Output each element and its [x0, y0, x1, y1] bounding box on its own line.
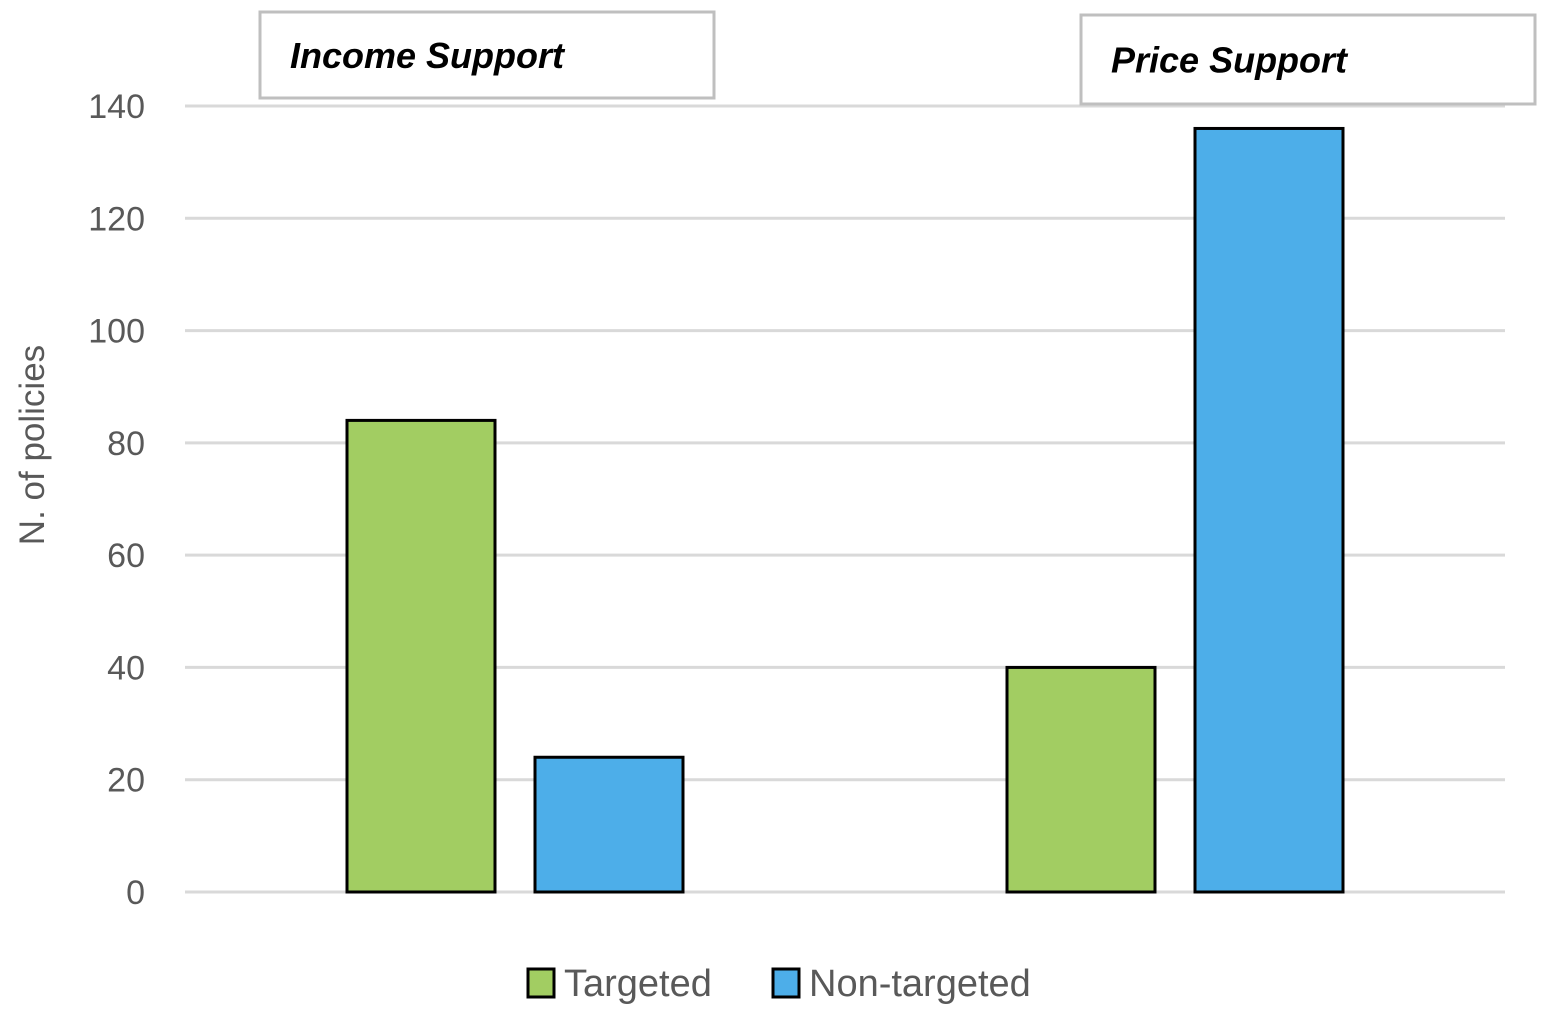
- y-axis-tick-labels: 0 20 40 60 80 100 120 140: [88, 88, 145, 912]
- legend-label-targeted: Targeted: [564, 963, 712, 1005]
- y-axis-label: N. of policies: [13, 345, 52, 545]
- legend-swatch-non-targeted: [771, 967, 801, 999]
- y-tick-label: 20: [107, 762, 145, 800]
- y-tick-label: 80: [107, 425, 145, 463]
- y-tick-label: 100: [88, 313, 145, 351]
- bar-income-support-targeted: [345, 418, 497, 894]
- bar-income-support-non-targeted: [533, 755, 685, 894]
- y-tick-label: 140: [88, 88, 145, 126]
- bar-price-support-targeted: [1005, 665, 1157, 894]
- category-label-box: [1079, 13, 1537, 106]
- category-labels: Income Support Price Support: [258, 10, 1537, 106]
- category-label-box: [258, 10, 716, 100]
- y-tick-label: 120: [88, 200, 145, 238]
- legend-swatch-targeted: [526, 967, 556, 999]
- legend: Targeted Non-targeted: [526, 963, 1031, 1005]
- category-label: Price Support: [1111, 40, 1349, 81]
- legend-label-non-targeted: Non-targeted: [809, 963, 1031, 1005]
- category-label: Income Support: [290, 35, 566, 76]
- y-tick-label: 40: [107, 649, 145, 687]
- bar-price-support-non-targeted: [1193, 126, 1345, 894]
- y-tick-label: 60: [107, 537, 145, 575]
- bars: [345, 126, 1345, 894]
- y-tick-label: 0: [126, 874, 145, 912]
